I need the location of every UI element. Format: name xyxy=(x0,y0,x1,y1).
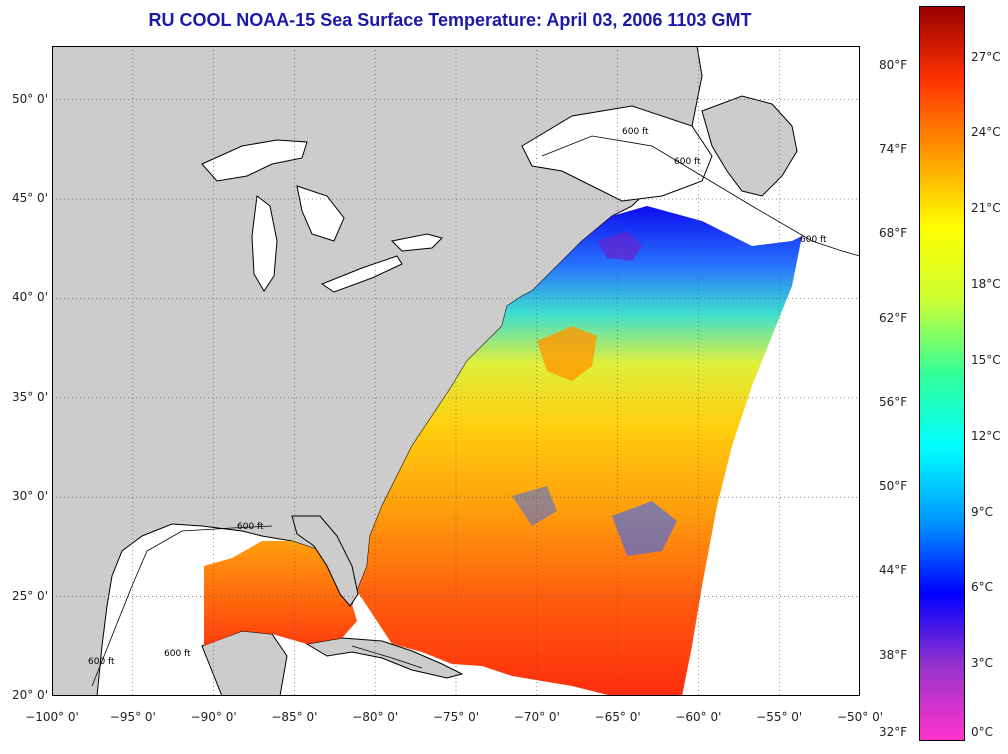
gulf-stream-eddy xyxy=(537,326,597,381)
celsius-label: 18°C xyxy=(971,277,1001,292)
sst-swath-gulf xyxy=(204,541,357,646)
map-title: RU COOL NOAA-15 Sea Surface Temperature:… xyxy=(148,10,752,30)
celsius-label: 15°C xyxy=(971,352,1001,367)
celsius-label: 12°C xyxy=(971,428,1001,443)
map-border xyxy=(52,46,860,696)
longitude-label: −95° 0' xyxy=(109,710,156,724)
lake-ontario xyxy=(390,233,443,252)
map-canvas: 600 ft 600 ft 600 ft 600 ft 600 ft 600 f… xyxy=(52,46,860,696)
celsius-label: 9°C xyxy=(971,504,994,519)
celsius-label: 3°C xyxy=(971,656,994,671)
latitude-label: 20° 0' xyxy=(11,688,48,702)
latitude-label: 50° 0' xyxy=(11,91,48,106)
celsius-label: 6°C xyxy=(971,580,994,595)
longitude-label: −65° 0' xyxy=(594,710,641,724)
lake-huron xyxy=(296,185,345,242)
fahrenheit-label: 50°F xyxy=(879,479,908,494)
longitude-label: −75° 0' xyxy=(432,710,480,724)
isobath-600ft xyxy=(91,135,860,687)
land-cuba xyxy=(305,637,464,679)
isobath-labels: 600 ft 600 ft 600 ft 600 ft 600 ft 600 f… xyxy=(88,127,827,667)
longitude-label: −70° 0' xyxy=(513,710,560,724)
celsius-label: 0°C xyxy=(971,725,994,739)
longitude-label: −90° 0' xyxy=(190,710,237,724)
lake-superior xyxy=(201,139,308,182)
lake-michigan xyxy=(251,195,278,292)
sst-swath-atlantic xyxy=(357,206,802,696)
fahrenheit-label: 62°F xyxy=(879,310,908,325)
latitude-label: 45° 0' xyxy=(11,191,48,206)
latitude-label: 40° 0' xyxy=(11,290,48,305)
cold-eddy-patch xyxy=(612,501,677,556)
land-florida xyxy=(291,515,359,607)
longitude-label: −55° 0' xyxy=(756,710,803,724)
fahrenheit-label: 38°F xyxy=(879,647,908,662)
land-newfoundland xyxy=(701,95,798,197)
celsius-label: 21°C xyxy=(971,201,1001,216)
longitude-label: −100° 0' xyxy=(25,710,79,724)
longitude-label: −50° 0' xyxy=(836,710,884,724)
isobath-label: 600 ft xyxy=(164,649,191,659)
longitude-label: −85° 0' xyxy=(271,710,318,724)
latitude-label: 25° 0' xyxy=(11,588,48,603)
latitude-label: 30° 0' xyxy=(11,489,48,504)
latitude-label: 35° 0' xyxy=(11,389,48,404)
fahrenheit-label: 56°F xyxy=(879,394,908,409)
isobath-label: 600 ft xyxy=(237,522,264,532)
isobath-label: 600 ft xyxy=(88,657,115,667)
fahrenheit-label: 80°F xyxy=(879,57,908,72)
longitude-label: −60° 0' xyxy=(675,710,722,724)
longitude-label: −80° 0' xyxy=(352,710,399,724)
sst-map: 600 ft 600 ft 600 ft 600 ft 600 ft 600 f… xyxy=(52,46,860,696)
isobath-label: 600 ft xyxy=(674,157,701,167)
isobath-label: 600 ft xyxy=(800,235,827,245)
celsius-label: 24°C xyxy=(971,125,1001,140)
celsius-label: 27°C xyxy=(971,49,1001,64)
gulf-of-st-lawrence xyxy=(521,105,713,202)
lake-erie xyxy=(320,255,403,293)
fahrenheit-label: 32°F xyxy=(879,725,908,739)
isobath-label: 600 ft xyxy=(622,127,649,137)
fahrenheit-label: 68°F xyxy=(879,226,908,241)
cold-eddy-patch xyxy=(512,486,557,526)
fahrenheit-label: 74°F xyxy=(879,142,908,157)
graticule xyxy=(52,46,860,696)
temperature-colorbar xyxy=(919,6,965,741)
gulf-of-maine-cold-water xyxy=(597,231,642,261)
fahrenheit-label: 44°F xyxy=(879,563,908,578)
